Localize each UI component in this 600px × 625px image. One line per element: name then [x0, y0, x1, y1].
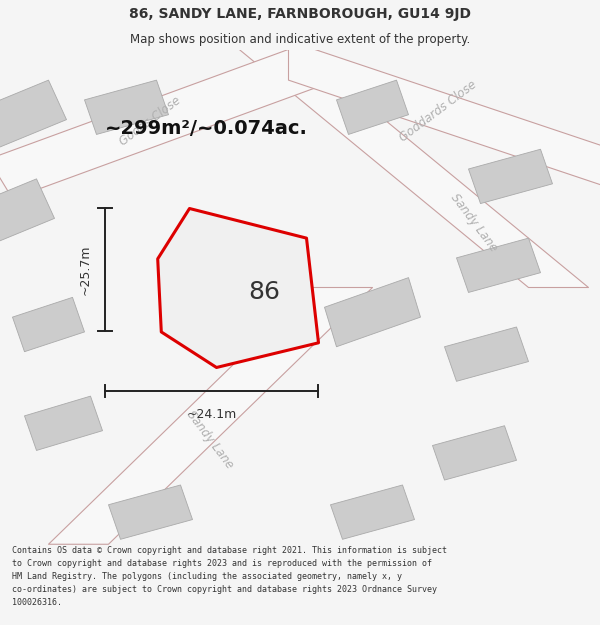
Text: ~25.7m: ~25.7m [79, 244, 92, 295]
Text: Sandy Lane: Sandy Lane [184, 409, 236, 471]
Text: ~24.1m: ~24.1m [187, 408, 236, 421]
Text: Goods Close: Goods Close [117, 94, 183, 149]
Text: ~299m²/~0.074ac.: ~299m²/~0.074ac. [105, 119, 308, 139]
Text: Goddards Close: Goddards Close [397, 79, 479, 145]
Text: Map shows position and indicative extent of the property.: Map shows position and indicative extent… [130, 32, 470, 46]
Text: 86, SANDY LANE, FARNBOROUGH, GU14 9JD: 86, SANDY LANE, FARNBOROUGH, GU14 9JD [129, 7, 471, 21]
Text: Contains OS data © Crown copyright and database right 2021. This information is : Contains OS data © Crown copyright and d… [12, 546, 447, 607]
Text: 86: 86 [248, 280, 280, 304]
Text: Sandy Lane: Sandy Lane [448, 191, 500, 254]
